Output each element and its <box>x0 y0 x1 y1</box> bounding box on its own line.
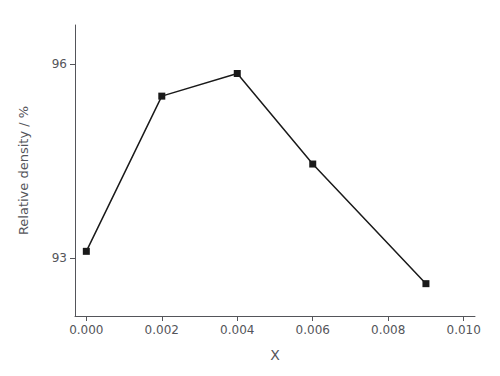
svg-text:0.010: 0.010 <box>446 323 480 337</box>
svg-text:0.000: 0.000 <box>69 323 103 337</box>
svg-text:96: 96 <box>52 57 67 71</box>
svg-text:93: 93 <box>52 251 67 265</box>
svg-text:0.006: 0.006 <box>296 323 330 337</box>
svg-text:0.004: 0.004 <box>220 323 254 337</box>
svg-text:0.002: 0.002 <box>145 323 179 337</box>
svg-text:0.008: 0.008 <box>371 323 405 337</box>
svg-text:X: X <box>270 347 280 363</box>
svg-text:Relative density / %: Relative density / % <box>16 106 31 235</box>
